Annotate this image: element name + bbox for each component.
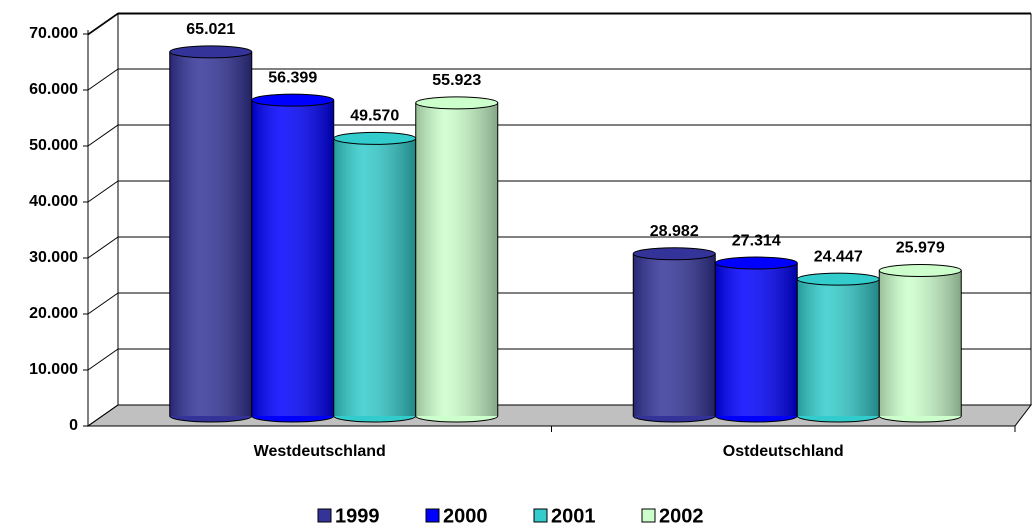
bar bbox=[415, 96, 499, 423]
grid-line bbox=[87, 236, 119, 259]
bar-shade bbox=[797, 279, 880, 416]
grid-line bbox=[87, 292, 119, 315]
grid-line bbox=[87, 348, 119, 371]
y-tick-label: 20.000 bbox=[29, 305, 78, 322]
value-label: 56.399 bbox=[268, 69, 317, 86]
legend-swatch bbox=[533, 508, 548, 523]
value-label: 25.979 bbox=[896, 240, 945, 257]
x-tick-label: Westdeutschland bbox=[254, 443, 386, 460]
value-label: 24.447 bbox=[814, 248, 863, 265]
bar-top bbox=[632, 247, 716, 261]
bar-top bbox=[796, 272, 880, 286]
bar-top bbox=[415, 96, 499, 110]
bar bbox=[333, 131, 417, 423]
value-label: 28.982 bbox=[650, 223, 699, 240]
bar bbox=[251, 93, 335, 423]
bar-top bbox=[878, 264, 962, 278]
bar-shade bbox=[333, 138, 416, 416]
grid-line bbox=[87, 180, 119, 203]
legend-label: 2000 bbox=[443, 505, 488, 527]
bar-shade bbox=[633, 253, 716, 416]
value-label: 65.021 bbox=[186, 21, 235, 38]
value-label: 55.923 bbox=[432, 72, 481, 89]
bar bbox=[169, 45, 253, 423]
value-label: 27.314 bbox=[732, 232, 781, 249]
bar-shade bbox=[415, 102, 498, 416]
y-tick-label: 60.000 bbox=[29, 81, 78, 98]
side-wall bbox=[87, 13, 119, 427]
bar-top bbox=[251, 93, 335, 107]
grid-line bbox=[87, 404, 119, 427]
legend-label: 1999 bbox=[335, 505, 380, 527]
x-tick-label: Ostdeutschland bbox=[723, 443, 844, 460]
grid-line bbox=[87, 68, 119, 91]
legend-swatch bbox=[641, 508, 656, 523]
bar bbox=[796, 272, 880, 423]
bar bbox=[714, 256, 798, 423]
y-tick-label: 10.000 bbox=[29, 361, 78, 378]
value-label: 49.570 bbox=[350, 108, 399, 125]
y-tick-label: 70.000 bbox=[29, 25, 78, 42]
bar-shade bbox=[251, 100, 334, 417]
bar bbox=[878, 264, 962, 423]
y-tick-label: 30.000 bbox=[29, 249, 78, 266]
y-tick-label: 0 bbox=[69, 417, 78, 434]
bar-top bbox=[169, 45, 253, 59]
grid-line bbox=[87, 12, 119, 35]
bar-shade bbox=[715, 263, 798, 416]
bar-shade bbox=[879, 270, 962, 416]
grid-line bbox=[87, 124, 119, 147]
bar bbox=[632, 247, 716, 423]
y-tick-label: 50.000 bbox=[29, 137, 78, 154]
y-tick-label: 40.000 bbox=[29, 193, 78, 210]
legend-label: 2002 bbox=[659, 505, 704, 527]
legend-swatch bbox=[425, 508, 440, 523]
legend-swatch bbox=[317, 508, 332, 523]
legend-label: 2001 bbox=[551, 505, 596, 527]
bar-top bbox=[714, 256, 798, 270]
bar-top bbox=[333, 131, 417, 145]
bar-shade bbox=[169, 51, 252, 417]
